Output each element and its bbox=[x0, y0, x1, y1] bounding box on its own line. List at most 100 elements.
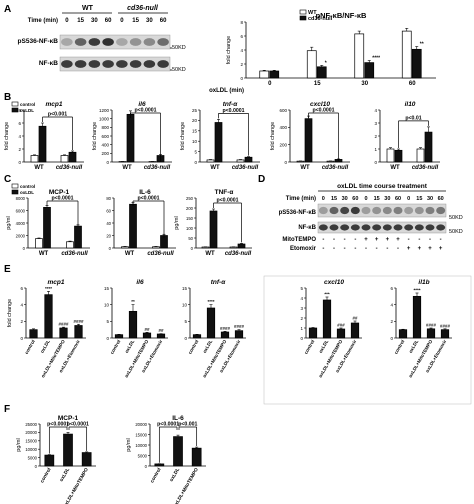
treatment-sign: - bbox=[365, 246, 367, 252]
blot-pnfkb-d-band bbox=[393, 206, 403, 215]
x-tick-label: WT bbox=[125, 251, 135, 257]
blot-pnfkb-d-band bbox=[372, 206, 382, 215]
time-value: 60 bbox=[395, 196, 401, 202]
blot-pnfkb-d-band bbox=[350, 206, 360, 215]
chart-title: MCP-1 bbox=[49, 189, 70, 196]
time-value: 15 bbox=[331, 196, 337, 202]
significance-mark: ** bbox=[420, 42, 424, 48]
bar bbox=[154, 463, 165, 467]
p-value-label: p<0.0001 bbox=[134, 108, 156, 114]
blot-nfkb-d-band bbox=[329, 224, 339, 231]
y-tick-label: 2 bbox=[240, 62, 243, 67]
time-value: 0 bbox=[407, 196, 410, 202]
legend-swatch bbox=[299, 15, 307, 21]
y-tick-label: 250 bbox=[186, 196, 194, 201]
bar bbox=[44, 294, 53, 339]
y-tick-label: 200 bbox=[101, 151, 109, 156]
treatment-sign: + bbox=[375, 237, 379, 243]
bar bbox=[259, 70, 270, 79]
blot-nfkb-a-band bbox=[88, 60, 101, 68]
y-tick-label: 15 bbox=[104, 286, 110, 291]
y-tick-label: 1000 bbox=[99, 116, 110, 121]
y-tick-label: 0 bbox=[240, 76, 243, 81]
bar bbox=[236, 159, 245, 163]
x-tick-label: cd36-null bbox=[412, 165, 439, 171]
bar bbox=[394, 149, 403, 163]
y-tick-label: 100 bbox=[186, 226, 194, 231]
treatment-label: Etomoxir bbox=[290, 246, 317, 252]
blot-pnfkb-d-band bbox=[361, 206, 371, 215]
treatment-sign: - bbox=[344, 246, 346, 252]
chart-B-il6: 0 200 400 600 800 1000 1200 il6 fold change WT cd3… bbox=[92, 101, 172, 171]
y-tick-label: 50 bbox=[188, 236, 193, 241]
y-tick-label: 4 bbox=[240, 48, 243, 53]
blot-pnfkb-a-band bbox=[102, 38, 114, 46]
y-tick-label: 3 bbox=[300, 306, 303, 311]
blot-pnfkb-d-band bbox=[404, 206, 414, 215]
y-tick-label: 600 bbox=[101, 134, 109, 139]
blot-pnfkb-d-band bbox=[340, 206, 350, 215]
time-value: 30 bbox=[384, 196, 390, 202]
significance-mark: **** bbox=[45, 286, 52, 291]
significance-mark: **** bbox=[372, 56, 380, 62]
legend-entry: control bbox=[20, 102, 35, 107]
blot-nfkb-a-band bbox=[74, 60, 87, 68]
bar bbox=[364, 62, 375, 79]
p-value-label: p<0.001 bbox=[48, 112, 67, 118]
blot-nfkb-a-band bbox=[143, 60, 156, 68]
blot-nfkb-d-band bbox=[372, 224, 382, 231]
bar bbox=[322, 299, 332, 339]
y-tick-label: 40 bbox=[106, 221, 111, 226]
time-value: 30 bbox=[146, 18, 153, 24]
treatment-sign: - bbox=[386, 246, 388, 252]
blot-nfkb-d-band bbox=[414, 224, 424, 231]
treatment-sign: + bbox=[364, 237, 368, 243]
y-tick-label: 3 bbox=[374, 121, 377, 126]
x-tick-label: 60 bbox=[409, 81, 416, 87]
bar bbox=[81, 452, 92, 467]
chart-title: TNF-α bbox=[215, 189, 234, 196]
y-tick-label: 5 bbox=[194, 149, 197, 154]
x-tick-label: WT bbox=[300, 165, 310, 171]
chart-B-il10: 0 1 2 3 4 il10 WT cd36-null bbox=[374, 101, 440, 171]
x-tick-label: control bbox=[187, 339, 199, 355]
blot-pnfkb-a-band bbox=[143, 38, 156, 46]
bar bbox=[35, 238, 43, 249]
time-value: 15 bbox=[416, 196, 422, 202]
panel-letter-a: A bbox=[4, 4, 11, 15]
y-tick-label: 2000 bbox=[16, 233, 26, 238]
y-tick-label: 10000 bbox=[25, 447, 37, 452]
treatment-sign: + bbox=[439, 246, 443, 252]
y-tick-label: 0 bbox=[145, 464, 148, 469]
bar bbox=[66, 241, 74, 249]
y-axis-label: pg/ml bbox=[16, 438, 22, 451]
chart-title: IL-6 bbox=[172, 415, 184, 422]
y-tick-label: 0 bbox=[300, 336, 303, 341]
blot-pnfkb-a-band bbox=[74, 38, 87, 46]
y-tick-label: 400 bbox=[279, 125, 287, 130]
y-tick-label: 0 bbox=[106, 160, 109, 165]
chart-F-mcp1: 0 5000 10000 15000 20000 25000 MCP-1 pg/ml contr… bbox=[16, 415, 96, 504]
y-tick-label: 0 bbox=[374, 160, 377, 165]
treatment-label: MitoTEMPO bbox=[282, 237, 316, 243]
y-tick-label: 10000 bbox=[135, 443, 147, 448]
bar bbox=[234, 330, 244, 339]
bar bbox=[426, 328, 436, 339]
y-tick-label: 15 bbox=[192, 129, 198, 134]
marker-label: 50KD bbox=[449, 229, 463, 235]
legend-swatch bbox=[299, 9, 307, 15]
significance-mark: **** bbox=[413, 288, 420, 293]
y-tick-label: 2 bbox=[20, 319, 23, 324]
treatment-sign: - bbox=[322, 246, 324, 252]
blot-pnfkb-a-band bbox=[88, 38, 101, 46]
y-tick-label: 1 bbox=[374, 147, 377, 152]
time-value: 60 bbox=[160, 18, 167, 24]
bar bbox=[191, 447, 202, 467]
bar bbox=[44, 454, 55, 467]
treatment-sign: - bbox=[354, 246, 356, 252]
y-tick-label: 1200 bbox=[99, 108, 110, 113]
panel-letter-d: D bbox=[258, 174, 265, 185]
bar bbox=[354, 33, 365, 79]
y-axis-label: pg/ml bbox=[174, 216, 180, 229]
x-tick-label: oxLDL bbox=[169, 467, 182, 483]
